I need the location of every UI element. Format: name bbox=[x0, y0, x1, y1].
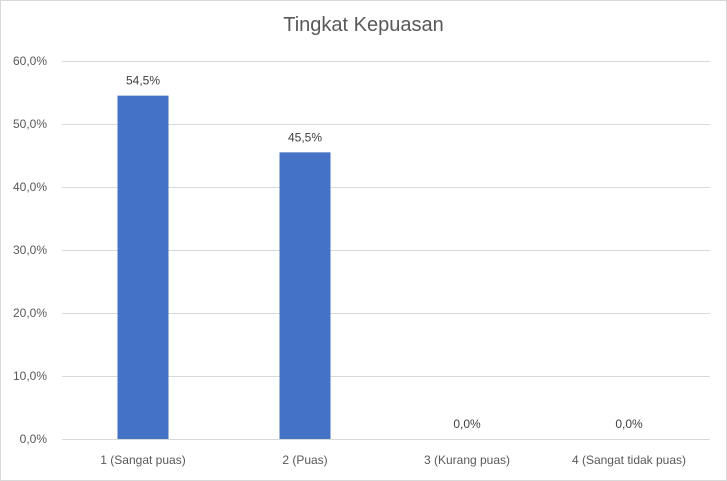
y-axis-ticks: 0,0% 10,0% 20,0% 30,0% 40,0% 50,0% 60,0% bbox=[13, 54, 47, 446]
x-tick-label: 3 (Kurang puas) bbox=[424, 453, 510, 467]
y-tick-label: 50,0% bbox=[13, 117, 47, 131]
gridlines bbox=[62, 61, 710, 440]
data-labels: 54,5% 45,5% 0,0% 0,0% bbox=[126, 74, 643, 431]
data-label: 0,0% bbox=[615, 417, 643, 431]
y-tick-label: 60,0% bbox=[13, 54, 47, 68]
y-tick-label: 20,0% bbox=[13, 306, 47, 320]
bar bbox=[279, 152, 331, 439]
x-axis-ticks: 1 (Sangat puas) 2 (Puas) 3 (Kurang puas) 4 … bbox=[100, 453, 686, 467]
bars bbox=[117, 95, 331, 440]
y-tick-label: 30,0% bbox=[13, 243, 47, 257]
x-tick-label: 4 (Sangat tidak puas) bbox=[572, 453, 686, 467]
x-tick-label: 2 (Puas) bbox=[282, 453, 327, 467]
y-tick-label: 10,0% bbox=[13, 369, 47, 383]
data-label: 45,5% bbox=[288, 130, 322, 144]
chart-title: Tingkat Kepuasan bbox=[283, 14, 444, 36]
x-tick-label: 1 (Sangat puas) bbox=[100, 453, 185, 467]
data-label: 0,0% bbox=[453, 417, 481, 431]
bar bbox=[117, 95, 169, 440]
y-tick-label: 40,0% bbox=[13, 180, 47, 194]
data-label: 54,5% bbox=[126, 74, 160, 88]
y-tick-label: 0,0% bbox=[20, 432, 48, 446]
